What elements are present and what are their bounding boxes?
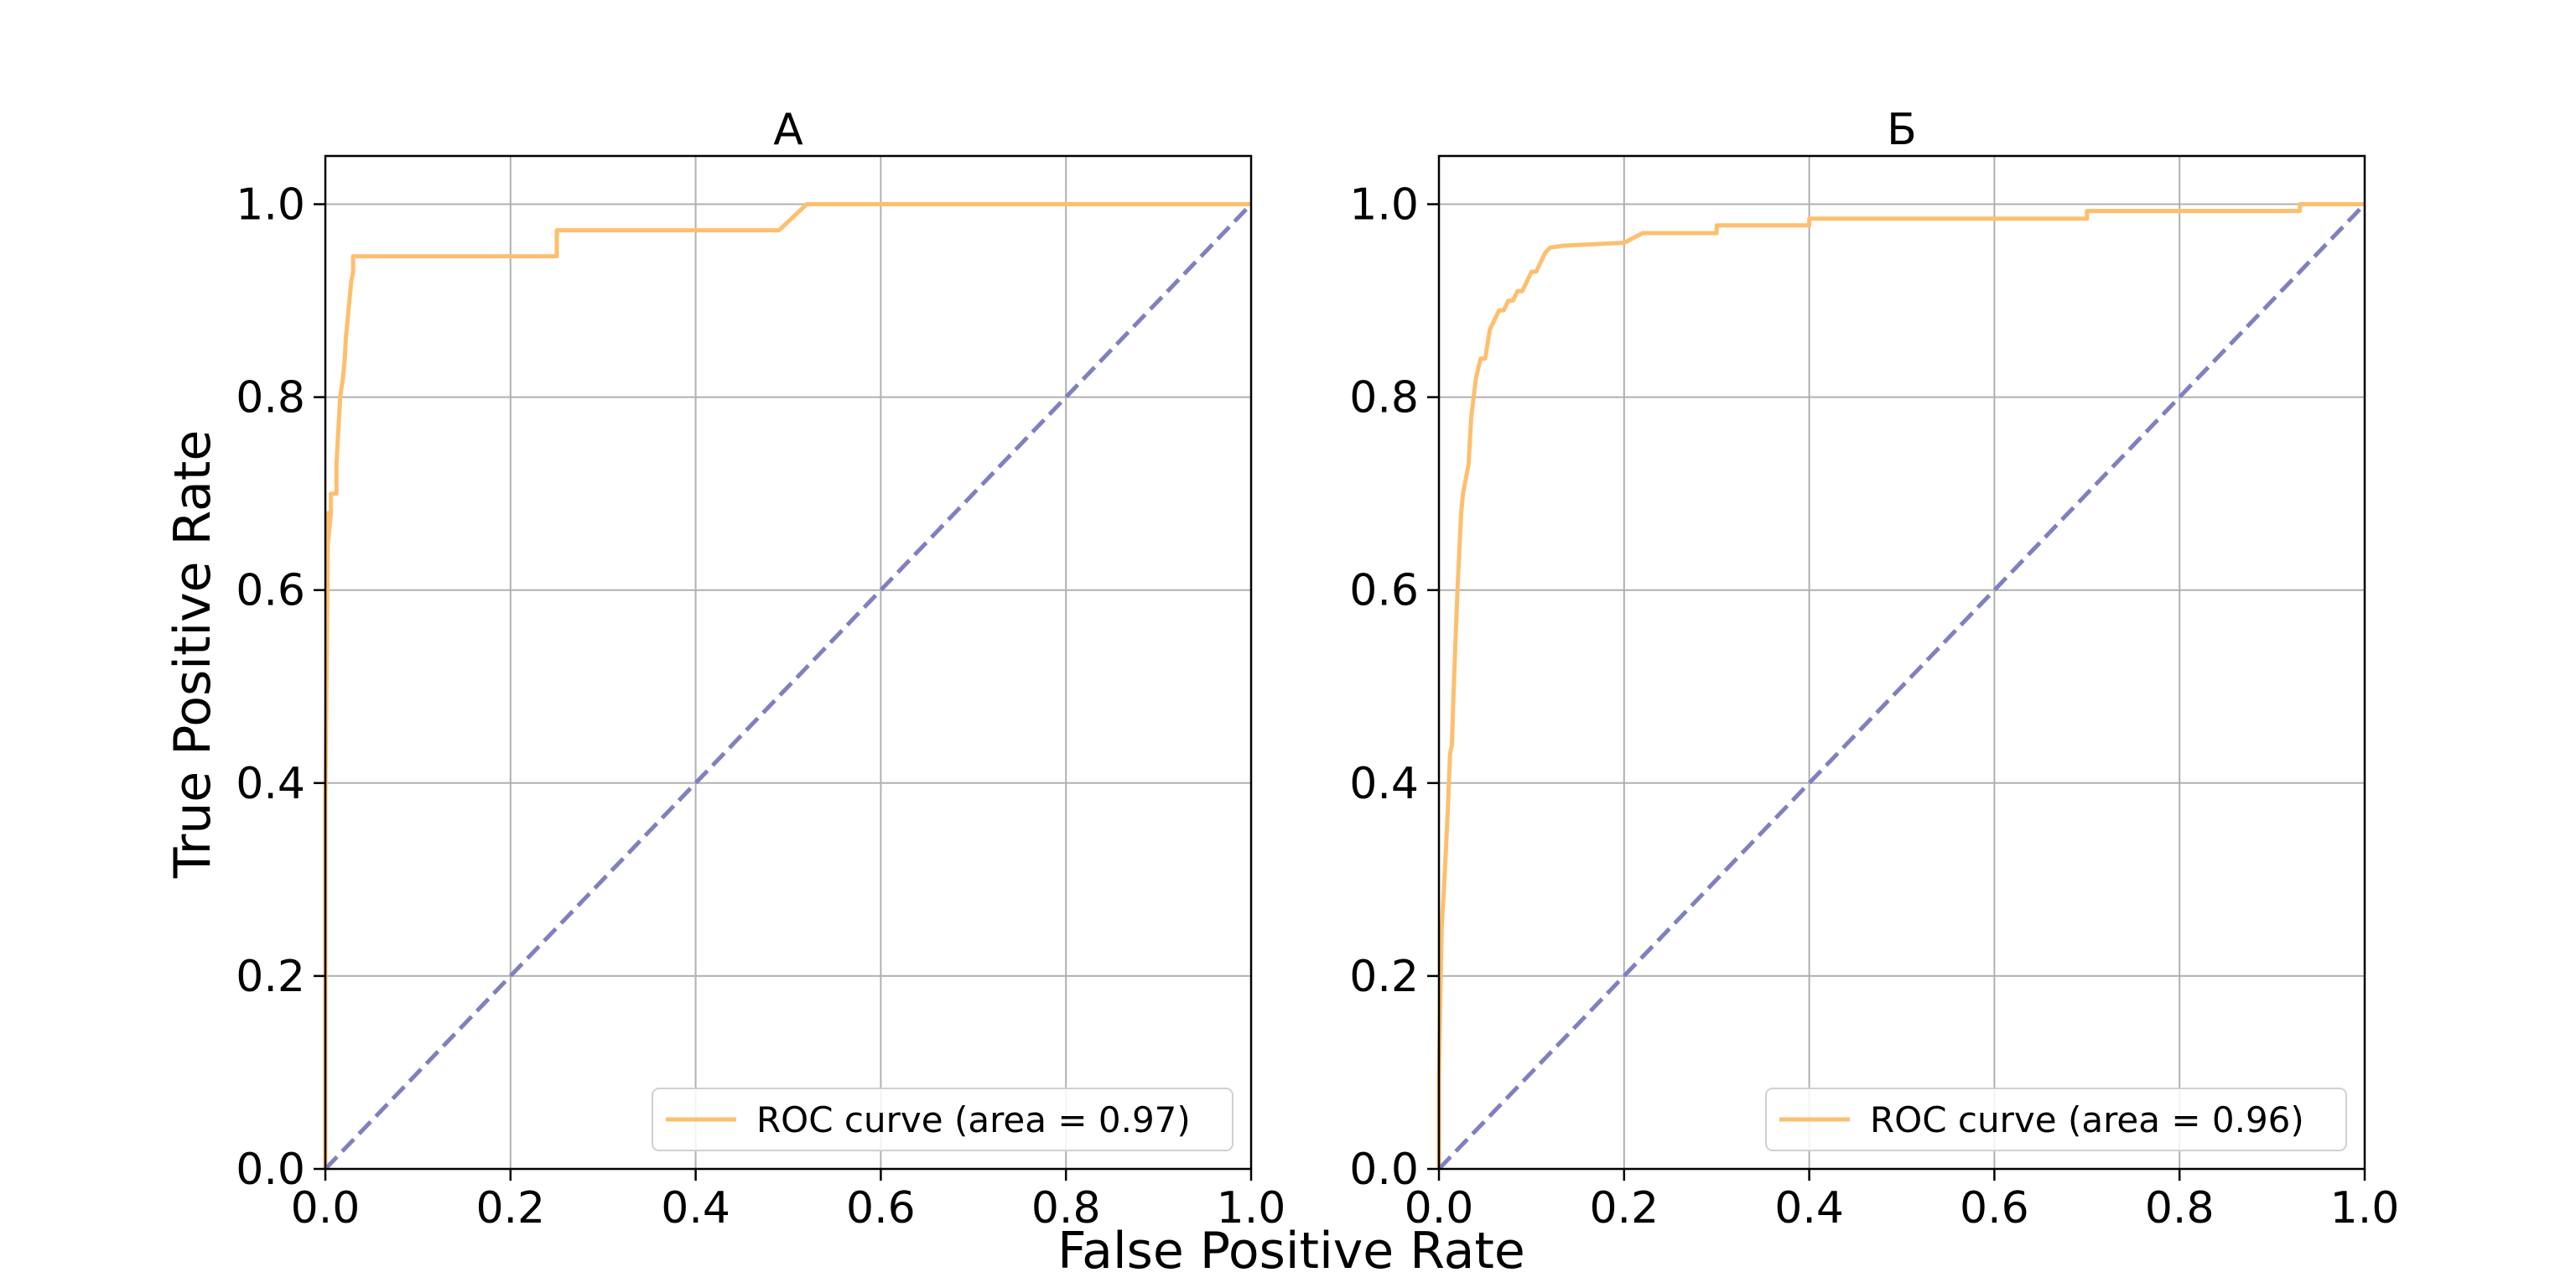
x-tick-label: 0.0 <box>291 1183 361 1233</box>
legend-box <box>652 1088 1233 1151</box>
x-tick-label: 1.0 <box>1217 1183 1286 1233</box>
diagonal-reference-line <box>1437 202 2366 1171</box>
x-tick-label: 0.4 <box>1774 1183 1844 1233</box>
y-tick-label: 1.0 <box>236 180 305 231</box>
x-tick-label: 0.2 <box>1589 1183 1659 1233</box>
chart-panel-b: 0.0 0.2 0.4 0.6 0.8 1.0 0.0 0.2 0.4 0.6 0.8 1.0 Б ROC… <box>1349 105 2399 1233</box>
y-tick-label: 0.0 <box>236 1145 305 1195</box>
plot-frame <box>324 154 1253 1171</box>
legend-box <box>1765 1088 2347 1151</box>
plot-frame <box>1437 154 2366 1171</box>
y-axis-label: True Positive Rate <box>164 430 222 879</box>
x-tick-label: 0.2 <box>475 1183 545 1233</box>
y-tick-label: 0.2 <box>1349 952 1419 1002</box>
diagonal-reference-line <box>324 202 1253 1171</box>
y-tick-label: 0.4 <box>1349 759 1419 809</box>
x-tick-label: 0.4 <box>661 1183 730 1233</box>
y-tick-label: 0.8 <box>1349 373 1419 423</box>
x-tick-label: 1.0 <box>2330 1183 2400 1233</box>
y-tick-label: 0.6 <box>1349 566 1419 616</box>
x-tick-label: 0.8 <box>2145 1183 2215 1233</box>
x-tick-label: 0.8 <box>1031 1183 1101 1233</box>
y-tick-label: 0.2 <box>236 952 305 1002</box>
chart-panel-a: 0.0 0.2 0.4 0.6 0.8 1.0 0.0 0.2 0.4 0.6 0.8 1.0 А ROC… <box>236 105 1285 1233</box>
x-axis-label: False Positive Rate <box>1057 1222 1525 1280</box>
y-tick-label: 0.8 <box>236 373 305 423</box>
x-tick-label: 0.6 <box>846 1183 916 1233</box>
x-tick-label: 0.6 <box>1960 1183 2029 1233</box>
chart-title: А <box>773 105 803 155</box>
y-tick-label: 0.0 <box>1349 1145 1419 1195</box>
legend-label: ROC curve (area = 0.97) <box>756 1099 1191 1140</box>
y-tick-label: 0.6 <box>236 566 305 616</box>
chart-title: Б <box>1887 105 1917 155</box>
x-tick-label: 0.0 <box>1405 1183 1474 1233</box>
y-tick-label: 0.4 <box>236 759 305 809</box>
legend-label: ROC curve (area = 0.96) <box>1870 1099 2304 1140</box>
roc-curve-line <box>323 202 1251 1169</box>
roc-curve-line <box>1436 202 2365 1169</box>
y-tick-label: 1.0 <box>1349 180 1419 231</box>
